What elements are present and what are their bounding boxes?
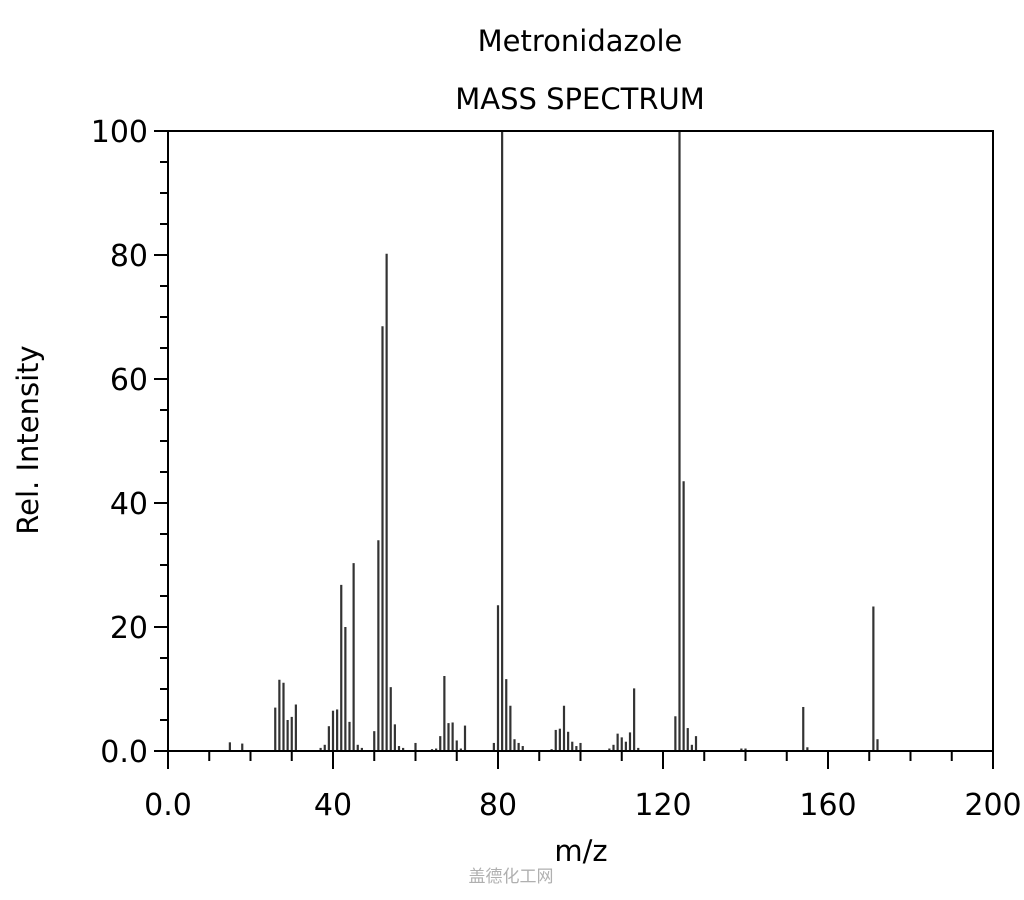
y-tick-label: 100	[91, 115, 148, 150]
peak-bars	[228, 131, 879, 751]
x-tick-label: 80	[479, 788, 517, 823]
x-tick-label: 40	[314, 788, 352, 823]
y-tick-label: 60	[110, 363, 148, 398]
x-axis-label: m/z	[554, 834, 608, 868]
y-tick-label: 0.0	[100, 735, 148, 770]
y-axis-ticks: 0.0 20 40 60 80 100	[91, 115, 168, 770]
plot-frame	[167, 130, 994, 752]
x-tick-label: 200	[964, 788, 1021, 823]
chart-title: Metronidazole	[477, 24, 683, 58]
y-tick-label: 80	[110, 239, 148, 274]
y-tick-label: 20	[110, 611, 148, 646]
y-tick-label: 40	[110, 487, 148, 522]
chart-subtitle: MASS SPECTRUM	[455, 82, 705, 116]
x-axis-ticks: 0.0 40 80 120 160 200	[144, 751, 1022, 823]
x-tick-label: 160	[799, 788, 856, 823]
y-axis-label: Rel. Intensity	[11, 345, 45, 535]
x-tick-label: 120	[634, 788, 691, 823]
x-tick-label: 0.0	[144, 788, 192, 823]
watermark: 盖德化工网	[468, 867, 554, 887]
